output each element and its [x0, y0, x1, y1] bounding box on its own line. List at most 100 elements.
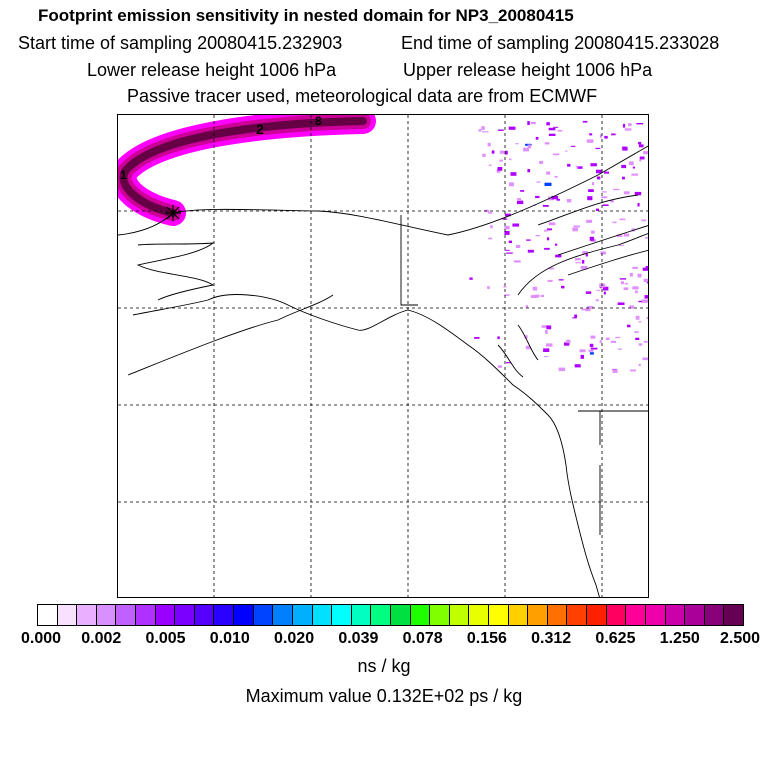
- colorbar-swatch: [567, 605, 588, 625]
- colorbar-swatch: [508, 605, 529, 625]
- sensitivity-speck: [536, 181, 541, 183]
- sensitivity-speck: [515, 244, 521, 248]
- sensitivity-speck: [588, 349, 594, 352]
- sensitivity-speck: [503, 286, 507, 288]
- sensitivity-speck: [599, 134, 602, 138]
- sensitivity-speck: [509, 158, 512, 161]
- sensitivity-speck: [632, 166, 635, 169]
- sensitivity-speck: [622, 146, 628, 151]
- sensitivity-speck: [530, 122, 536, 125]
- colorbar-swatch: [626, 605, 646, 625]
- sensitivity-speck: [499, 159, 503, 162]
- sensitivity-speck: [621, 301, 624, 303]
- sensitivity-speck: [547, 237, 550, 241]
- sensitivity-speck: [506, 362, 512, 364]
- sensitivity-speck: [567, 163, 571, 167]
- colorbar-swatch: [214, 605, 235, 625]
- sensitivity-speck: [548, 222, 556, 226]
- sensitivity-speck: [639, 156, 645, 160]
- sensitivity-speck: [634, 191, 642, 196]
- sensitivity-speck: [604, 135, 608, 139]
- colorbar-swatch: [606, 605, 627, 625]
- sensitivity-speck: [600, 251, 606, 255]
- colorbar-swatch: [587, 605, 607, 625]
- sensitivity-speck: [636, 123, 644, 125]
- sensitivity-speck: [605, 337, 610, 340]
- contour-label: 1: [120, 168, 127, 182]
- sensitivity-speck: [496, 169, 501, 173]
- colorbar-swatch: [38, 605, 58, 625]
- colorbar-tick-label: 0.156: [466, 630, 507, 647]
- sensitivity-speck: [525, 305, 529, 308]
- sensitivity-speck: [544, 229, 549, 232]
- sensitivity-speck: [624, 282, 629, 285]
- sensitivity-speck: [488, 164, 492, 166]
- sensitivity-speck: [535, 136, 539, 140]
- upper-release-height-label: Upper release height 1006 hPa: [403, 60, 653, 80]
- sensitivity-speck: [520, 200, 523, 204]
- sensitivity-speck: [544, 247, 550, 250]
- colorbar-swatch: [449, 605, 470, 625]
- sensitivity-speck: [635, 315, 640, 320]
- sensitivity-speck: [637, 273, 642, 278]
- colorbar-swatch: [528, 605, 548, 625]
- sensitivity-speck: [585, 291, 592, 294]
- sensitivity-speck: [601, 196, 608, 199]
- sensitivity-speck: [595, 147, 601, 150]
- sensitivity-speck: [580, 266, 588, 270]
- colorbar-swatch: [547, 605, 568, 625]
- colorbar-swatch: [371, 605, 391, 625]
- sensitivity-speck: [645, 236, 648, 239]
- figure-title: Footprint emission sensitivity in nested…: [38, 6, 574, 25]
- sensitivity-speck: [497, 167, 503, 171]
- sensitivity-speck: [497, 129, 504, 131]
- sensitivity-speck: [561, 285, 565, 289]
- colorbar-swatch: [292, 605, 313, 625]
- sensitivity-speck: [548, 127, 556, 131]
- sensitivity-speck: [645, 266, 648, 269]
- sensitivity-speck: [491, 150, 495, 154]
- end-time-label: End time of sampling 20080415.233028: [401, 33, 720, 53]
- sensitivity-speck: [618, 244, 625, 246]
- sensitivity-speck: [642, 357, 648, 361]
- sensitivity-speck: [490, 225, 493, 229]
- sensitivity-speck: [641, 219, 647, 222]
- sensitivity-speck: [582, 120, 588, 123]
- sensitivity-speck: [535, 195, 540, 199]
- sensitivity-speck: [589, 236, 595, 241]
- sensitivity-speck: [499, 150, 504, 154]
- sensitivity-speck: [591, 230, 595, 234]
- sensitivity-speck: [481, 126, 485, 130]
- sensitivity-speck: [517, 198, 521, 201]
- sensitivity-speck: [524, 335, 528, 339]
- colorbar-swatch: [273, 605, 293, 625]
- sensitivity-speck: [504, 249, 510, 251]
- sensitivity-speck: [627, 324, 631, 328]
- sensitivity-speck: [581, 308, 586, 311]
- sensitivity-speck: [539, 160, 544, 164]
- sensitivity-speck: [623, 191, 630, 195]
- sensitivity-speck: [615, 336, 621, 339]
- sensitivity-speck: [624, 128, 632, 131]
- sensitivity-speck: [520, 190, 525, 192]
- sensitivity-speck: [599, 340, 602, 344]
- sensitivity-speck: [558, 279, 564, 281]
- sensitivity-speck: [574, 314, 578, 318]
- sensitivity-speck: [622, 123, 626, 128]
- sensitivity-speck: [590, 347, 598, 350]
- colorbar-tick-label: 0.625: [595, 630, 636, 647]
- sensitivity-speck: [566, 199, 572, 203]
- sensitivity-speck: [527, 169, 531, 173]
- colorbar-swatch: [175, 605, 195, 625]
- sensitivity-speck: [622, 176, 625, 180]
- sensitivity-speck: [646, 282, 648, 284]
- sensitivity-speck: [554, 176, 558, 178]
- sensitivity-speck: [602, 286, 609, 291]
- sensitivity-speck: [474, 337, 480, 339]
- sensitivity-speck: [522, 147, 529, 152]
- contour-label: 2: [256, 121, 264, 137]
- sensitivity-speck: [623, 233, 630, 237]
- contour-label: 8: [315, 115, 322, 128]
- sensitivity-speck: [478, 129, 482, 132]
- sensitivity-speck: [512, 223, 520, 227]
